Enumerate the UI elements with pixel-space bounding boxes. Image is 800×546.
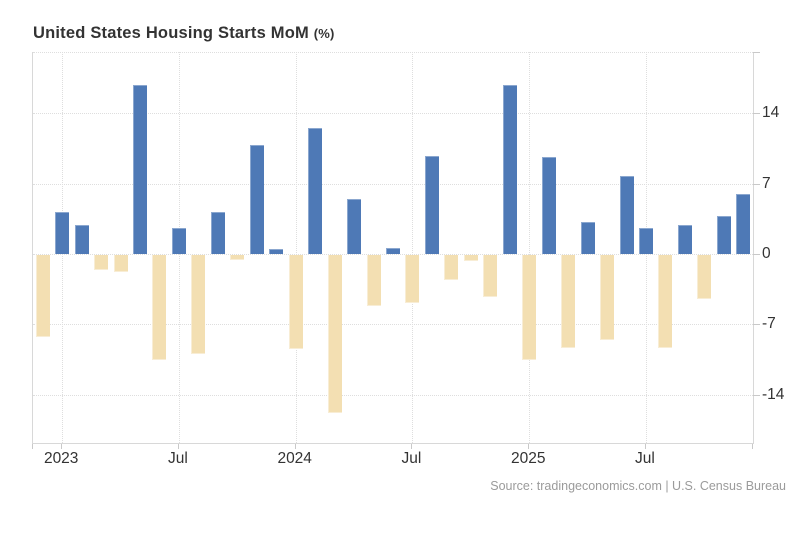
x-axis-label: 2025	[510, 450, 546, 467]
x-tick-mark	[528, 444, 530, 449]
y-gridline	[33, 254, 753, 255]
bar[interactable]	[444, 255, 459, 281]
y-axis-label: -14	[762, 385, 785, 403]
x-axis-label: 2023	[43, 450, 79, 467]
x-gridline	[529, 52, 531, 443]
bar[interactable]	[502, 84, 517, 254]
x-tick-mark	[294, 444, 296, 449]
x-tick-mark	[752, 444, 753, 449]
bar[interactable]	[561, 255, 576, 348]
x-axis-label: Jul	[168, 450, 188, 467]
x-gridline	[412, 52, 414, 443]
bar[interactable]	[191, 255, 206, 354]
bar[interactable]	[405, 255, 420, 304]
y-gridline	[33, 324, 753, 326]
bar[interactable]	[327, 255, 342, 414]
x-tick-mark	[61, 444, 63, 449]
bar[interactable]	[133, 84, 148, 254]
chart-title: United States Housing Starts MoM (%)	[33, 24, 335, 43]
bar[interactable]	[658, 255, 673, 348]
y-axis-label: -7	[762, 315, 776, 333]
bar[interactable]	[483, 255, 498, 298]
y-axis-label: 0	[762, 245, 771, 262]
x-tick-mark	[411, 444, 413, 449]
bar[interactable]	[308, 128, 323, 254]
bar[interactable]	[677, 224, 692, 254]
x-axis-label: 2024	[277, 450, 312, 467]
bar[interactable]	[94, 255, 109, 271]
plot-top-border	[33, 52, 753, 53]
y-gridline	[33, 113, 753, 115]
bar[interactable]	[152, 255, 167, 360]
x-tick-mark	[177, 444, 179, 449]
y-tick-mark	[753, 52, 760, 53]
source-attribution: Source: tradingeconomics.com | U.S. Cens…	[490, 479, 786, 493]
bar[interactable]	[113, 255, 128, 273]
bar[interactable]	[55, 211, 70, 254]
bar[interactable]	[463, 255, 478, 262]
bar[interactable]	[580, 221, 595, 254]
bar[interactable]	[600, 255, 615, 340]
bar[interactable]	[736, 193, 751, 254]
bar[interactable]	[269, 248, 284, 254]
bar[interactable]	[638, 227, 653, 254]
chart-title-text: United States Housing Starts MoM	[33, 24, 309, 42]
x-tick-mark	[644, 444, 646, 449]
y-tick-mark	[753, 324, 760, 326]
bar[interactable]	[424, 156, 439, 254]
bar[interactable]	[35, 255, 50, 337]
bar[interactable]	[386, 247, 400, 254]
bar[interactable]	[716, 215, 731, 254]
bar[interactable]	[288, 255, 303, 349]
bar[interactable]	[230, 255, 245, 261]
y-axis-label: 7	[762, 174, 771, 192]
bar[interactable]	[697, 255, 712, 300]
bar[interactable]	[522, 255, 537, 360]
bar[interactable]	[541, 157, 556, 254]
y-gridline	[33, 394, 753, 396]
x-axis-label: Jul	[635, 450, 655, 467]
y-gridline	[33, 183, 753, 185]
y-axis-label: 14	[762, 104, 780, 122]
x-gridline	[295, 52, 297, 443]
bar[interactable]	[171, 227, 186, 254]
y-tick-mark	[753, 183, 760, 185]
chart-title-unit: (%)	[313, 26, 335, 41]
y-tick-mark	[753, 394, 760, 396]
x-axis-label: Jul	[401, 450, 422, 467]
bar[interactable]	[249, 145, 264, 254]
bar[interactable]	[619, 176, 634, 254]
plot-area	[32, 52, 754, 444]
y-tick-mark	[753, 254, 760, 255]
bar[interactable]	[74, 224, 89, 254]
x-tick-mark	[32, 444, 33, 449]
y-tick-mark	[753, 113, 760, 115]
bar[interactable]	[347, 198, 362, 254]
bar[interactable]	[366, 255, 381, 307]
bar[interactable]	[210, 211, 225, 254]
